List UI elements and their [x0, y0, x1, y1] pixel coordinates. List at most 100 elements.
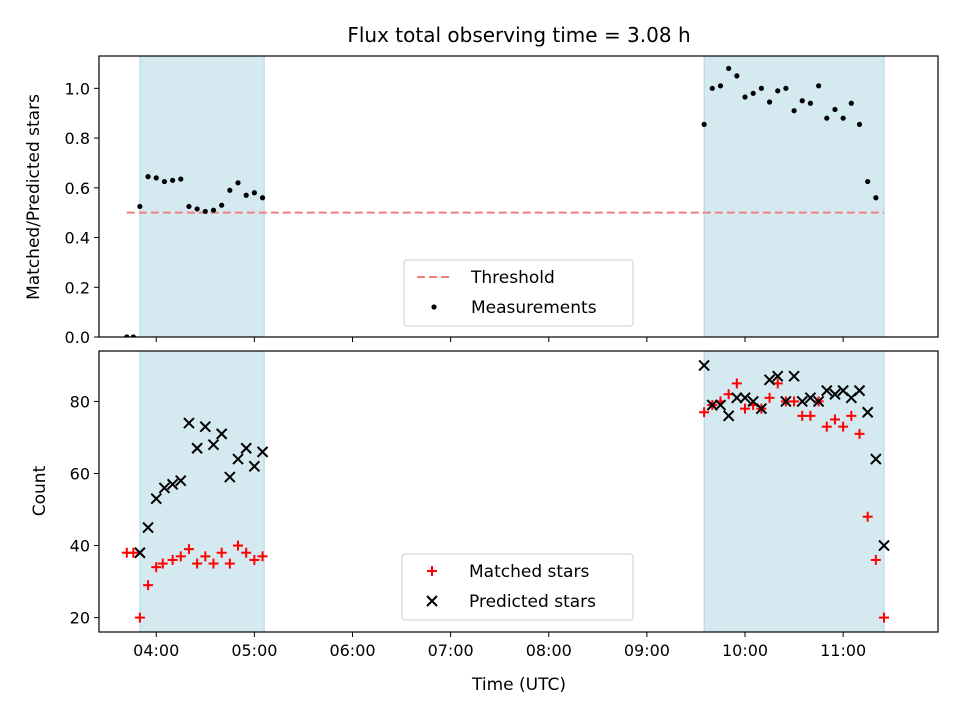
y-tick-label: 40 [70, 537, 90, 556]
data-point [178, 176, 184, 182]
data-point-b [837, 384, 849, 397]
y-tick-label: 80 [70, 392, 90, 411]
legend-handle [427, 566, 437, 576]
x-axis-label: Time (UTC) [471, 675, 566, 695]
data-point [812, 395, 825, 408]
data-point [780, 395, 792, 408]
y-tick-label: 0.2 [65, 278, 90, 297]
data-point [775, 88, 781, 94]
data-point-b [763, 374, 776, 386]
data-point-b [706, 399, 719, 411]
data-point [755, 402, 768, 415]
data-point [175, 551, 186, 562]
data-point [706, 399, 719, 411]
x-tick-label: 08:00 [526, 641, 572, 660]
data-point-b [739, 392, 751, 404]
data-point [241, 547, 252, 558]
data-point [807, 100, 814, 106]
data-point [183, 417, 195, 429]
observing-window-0 [139, 55, 265, 338]
data-point [848, 100, 854, 106]
data-point [243, 192, 249, 198]
y-tick-label: 0.4 [65, 229, 90, 248]
data-point [175, 474, 187, 487]
data-point-b [232, 453, 244, 465]
data-point [232, 453, 244, 465]
data-point [879, 612, 890, 623]
data-point [169, 177, 176, 183]
data-point [166, 478, 179, 491]
x-tick-label: 06:00 [329, 641, 375, 660]
data-point [143, 580, 154, 591]
data-point [224, 471, 236, 483]
data-point-b [207, 438, 220, 451]
data-point [796, 395, 808, 408]
data-point [816, 83, 822, 89]
data-point [248, 460, 261, 472]
data-point [734, 73, 740, 79]
x-tick-label: 11:00 [820, 641, 866, 660]
observing-window-0 [139, 350, 265, 633]
data-point [183, 544, 194, 555]
data-point [249, 554, 260, 565]
data-point [764, 392, 775, 403]
data-point-b [248, 460, 261, 472]
data-point [789, 396, 800, 407]
data-point-b [166, 478, 179, 491]
data-point [846, 410, 857, 421]
legend-label: Matched stars [469, 562, 589, 582]
data-point [722, 410, 735, 422]
data-point [854, 428, 865, 439]
data-point [865, 178, 871, 185]
data-point [731, 378, 742, 389]
data-point [739, 392, 751, 404]
observing-window-1 [703, 55, 885, 338]
data-point [853, 384, 866, 397]
legend-box [401, 553, 634, 621]
y-tick-label: 60 [70, 464, 90, 483]
data-point [219, 202, 225, 208]
data-point [134, 612, 145, 623]
data-point [207, 438, 220, 451]
data-point [256, 446, 269, 458]
data-point [224, 558, 235, 569]
legend-handle [426, 595, 438, 607]
data-point [788, 370, 800, 382]
legend-handle [431, 304, 437, 310]
data-point [829, 388, 841, 400]
data-point [750, 90, 756, 96]
data-point-b [804, 392, 817, 404]
data-point [742, 94, 748, 100]
data-point [698, 359, 710, 372]
data-point [134, 547, 146, 559]
y-tick-label: 1.0 [65, 79, 90, 98]
observing-window-1 [703, 350, 885, 633]
data-point-b [788, 370, 800, 382]
x-tick-label: 09:00 [624, 641, 670, 660]
data-point [804, 392, 817, 404]
data-point [840, 115, 846, 121]
data-point [200, 551, 211, 562]
data-point [740, 403, 751, 414]
x-tick-label: 10:00 [722, 641, 768, 660]
data-point-b [191, 442, 203, 454]
chart-title: Flux total observing time = 3.08 h [347, 23, 690, 47]
data-point [235, 180, 241, 186]
data-point-b [861, 406, 874, 418]
series-measurements [124, 65, 879, 337]
data-point-b [158, 482, 171, 494]
data-point-b [821, 384, 833, 397]
data-point-b [829, 388, 841, 400]
data-point [137, 203, 143, 210]
data-point [714, 399, 727, 411]
x-tick-label: 05:00 [231, 641, 277, 660]
data-point [870, 453, 882, 465]
data-point [167, 554, 178, 565]
legend-handle-b [426, 595, 438, 607]
data-point [124, 334, 130, 337]
data-point [130, 334, 136, 337]
data-point [202, 208, 208, 215]
legend-label: Threshold [470, 268, 555, 288]
series-predicted-stars [134, 359, 890, 559]
data-point [701, 121, 707, 127]
